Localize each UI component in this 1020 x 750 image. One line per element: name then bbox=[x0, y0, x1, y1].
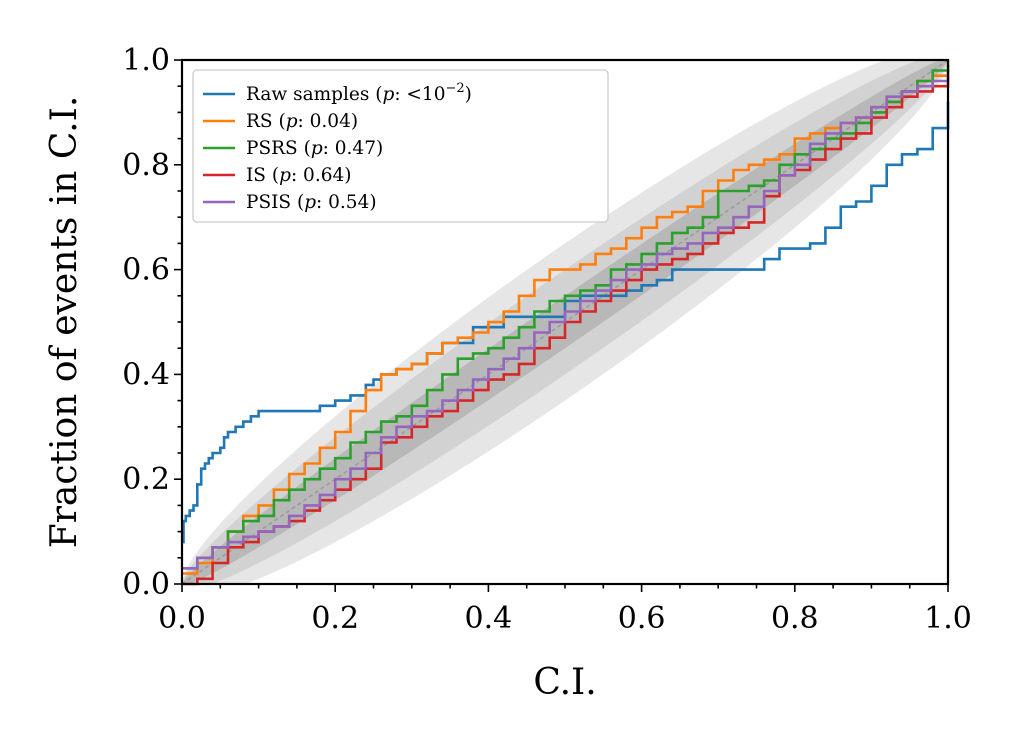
x-tick-label: 0.2 bbox=[311, 601, 359, 636]
x-tick-label: 0.8 bbox=[771, 601, 819, 636]
x-tick-label: 0.4 bbox=[465, 601, 513, 636]
x-tick-labels: 0.0 0.2 0.4 0.6 0.8 1.0 bbox=[158, 601, 972, 636]
y-tick-label: 0.4 bbox=[122, 357, 170, 392]
x-tick-label: 0.6 bbox=[618, 601, 666, 636]
axis-ticks bbox=[174, 59, 949, 592]
legend-entry: PSRS (p: 0.47) bbox=[246, 138, 383, 159]
legend-entry: IS (p: 0.64) bbox=[246, 165, 351, 186]
y-axis-title: Fraction of events in C.I. bbox=[44, 96, 85, 549]
y-tick-labels: 0.0 0.2 0.4 0.6 0.8 1.0 bbox=[122, 43, 170, 602]
y-tick-label: 0.0 bbox=[122, 567, 170, 602]
legend-entry: Raw samples (p: <10−2) bbox=[246, 81, 472, 105]
series-lines bbox=[182, 60, 950, 586]
x-tick-label: 0.0 bbox=[158, 601, 206, 636]
series-line-5 bbox=[182, 70, 950, 570]
series-line-2 bbox=[182, 60, 950, 575]
legend: Raw samples (p: <10−2) RS (p: 0.04) PSRS (… bbox=[192, 69, 609, 223]
legend-entry: RS (p: 0.04) bbox=[246, 111, 358, 132]
x-axis-title: C.I. bbox=[533, 662, 596, 703]
legend-entry: PSIS (p: 0.54) bbox=[246, 192, 377, 213]
y-tick-label: 0.6 bbox=[122, 253, 170, 288]
legend-box bbox=[192, 69, 609, 223]
x-tick-label: 1.0 bbox=[924, 601, 972, 636]
y-tick-label: 0.2 bbox=[122, 462, 170, 497]
y-tick-label: 0.8 bbox=[122, 148, 170, 183]
y-tick-label: 1.0 bbox=[122, 43, 170, 78]
